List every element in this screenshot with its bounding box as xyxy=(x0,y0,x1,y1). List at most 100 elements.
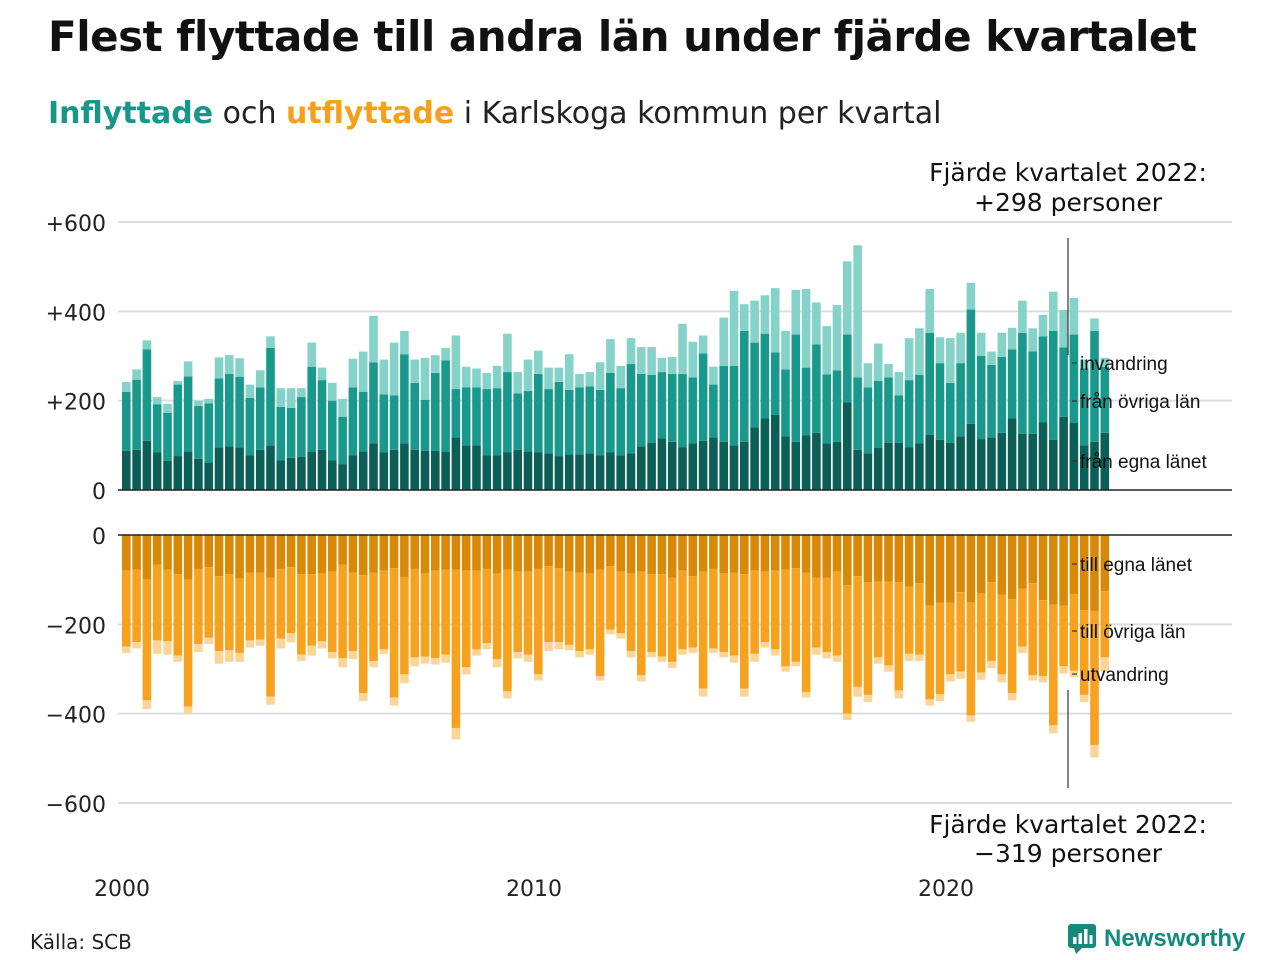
bar-out-emig xyxy=(183,706,193,714)
bar-out-other xyxy=(472,570,481,650)
bar-in-other xyxy=(204,403,213,463)
bar-out-emig xyxy=(358,693,368,702)
bar-out-other xyxy=(1049,604,1058,726)
bar-in-immig xyxy=(935,337,945,364)
bar-in-other xyxy=(719,365,728,442)
bar-in-own xyxy=(770,414,780,490)
x-tick-label: 2020 xyxy=(918,877,974,902)
newsworthy-logo[interactable]: Newsworthy xyxy=(1068,924,1245,954)
bar-in-immig xyxy=(1100,357,1110,367)
bar-out-other xyxy=(194,568,203,644)
bar-in-immig xyxy=(235,358,244,377)
bar-in-own xyxy=(595,455,605,490)
legend-label-out: till övriga län xyxy=(1080,622,1186,643)
bar-out-own xyxy=(225,535,234,575)
bar-in-own xyxy=(431,450,440,490)
bar-out-other xyxy=(142,579,152,701)
bar-in-other xyxy=(554,381,564,457)
bar-out-other xyxy=(667,577,677,662)
bar-out-emig xyxy=(884,665,893,672)
bar-out-own xyxy=(585,535,595,574)
legend-label-out: till egna länet xyxy=(1080,555,1193,576)
bar-out-emig xyxy=(235,652,244,662)
bar-in-own xyxy=(801,435,811,490)
bar-out-other xyxy=(338,564,347,659)
bar-in-immig xyxy=(358,351,368,392)
bar-in-immig xyxy=(297,388,306,398)
bar-in-own xyxy=(513,449,522,490)
bar-out-other xyxy=(400,576,409,675)
bar-in-other xyxy=(389,395,399,450)
bar-out-other xyxy=(606,566,615,630)
bar-out-other xyxy=(286,567,296,634)
bar-in-own xyxy=(328,460,337,490)
bar-out-other xyxy=(255,572,265,640)
bar-in-own xyxy=(791,441,801,490)
bar-out-emig xyxy=(657,656,667,662)
bar-in-own xyxy=(544,453,553,490)
bar-out-own xyxy=(297,535,306,575)
bar-out-own xyxy=(544,535,553,567)
bar-out-own xyxy=(719,535,728,574)
bar-in-immig xyxy=(740,304,749,331)
bar-in-immig xyxy=(276,388,286,407)
bar-in-immig xyxy=(503,333,512,373)
bar-out-other xyxy=(513,571,522,653)
bar-in-own xyxy=(266,445,275,490)
bar-in-immig xyxy=(245,384,255,398)
bar-in-own xyxy=(750,427,759,490)
bar-out-emig xyxy=(976,672,986,680)
bar-out-emig xyxy=(688,647,698,653)
bar-in-immig xyxy=(451,335,461,390)
bar-in-immig xyxy=(781,330,790,370)
bar-in-immig xyxy=(873,343,883,382)
bar-in-other xyxy=(935,363,945,440)
bar-in-immig xyxy=(791,289,801,335)
bar-out-emig xyxy=(1028,675,1037,681)
bar-out-other xyxy=(873,581,883,658)
bar-in-other xyxy=(709,384,718,438)
bar-in-immig xyxy=(1018,300,1027,333)
bar-out-emig xyxy=(482,643,492,650)
bar-out-own xyxy=(801,535,811,573)
bar-in-immig xyxy=(946,338,955,383)
bar-in-immig xyxy=(678,323,687,374)
bar-out-other xyxy=(348,572,358,652)
bar-out-own xyxy=(420,535,430,574)
bar-out-own xyxy=(987,535,996,583)
bar-in-immig xyxy=(1028,328,1037,352)
bar-out-other xyxy=(935,602,945,695)
bar-out-emig xyxy=(317,641,327,649)
bar-in-immig xyxy=(317,367,327,381)
bar-in-immig xyxy=(307,342,316,367)
bar-out-emig xyxy=(637,675,646,682)
bar-out-emig xyxy=(286,633,296,643)
bar-in-other xyxy=(142,349,152,441)
bar-in-own xyxy=(348,455,358,490)
bar-in-own xyxy=(492,455,502,490)
bar-in-own xyxy=(812,432,821,490)
bar-in-other xyxy=(740,330,749,442)
bar-out-own xyxy=(750,535,759,571)
bar-in-other xyxy=(822,374,831,444)
bar-out-emig xyxy=(225,650,234,662)
bar-in-other xyxy=(770,352,780,415)
bar-in-own xyxy=(204,462,213,490)
bar-out-own xyxy=(976,535,986,594)
bar-out-own xyxy=(791,535,801,569)
bar-out-own xyxy=(204,535,213,568)
bar-out-other xyxy=(544,566,553,643)
source-note: Källa: SCB xyxy=(30,930,132,954)
bar-in-own xyxy=(122,450,131,490)
bar-out-own xyxy=(1007,535,1017,600)
bar-in-other xyxy=(369,362,378,444)
bar-out-other xyxy=(297,574,306,655)
bar-in-own xyxy=(297,456,306,490)
bar-in-other xyxy=(482,389,492,456)
bar-in-other xyxy=(503,372,512,453)
bar-out-other xyxy=(235,578,244,653)
bar-out-own xyxy=(873,535,883,582)
bar-in-other xyxy=(276,406,286,461)
bar-out-emig xyxy=(564,644,574,651)
bar-in-other xyxy=(338,416,347,465)
